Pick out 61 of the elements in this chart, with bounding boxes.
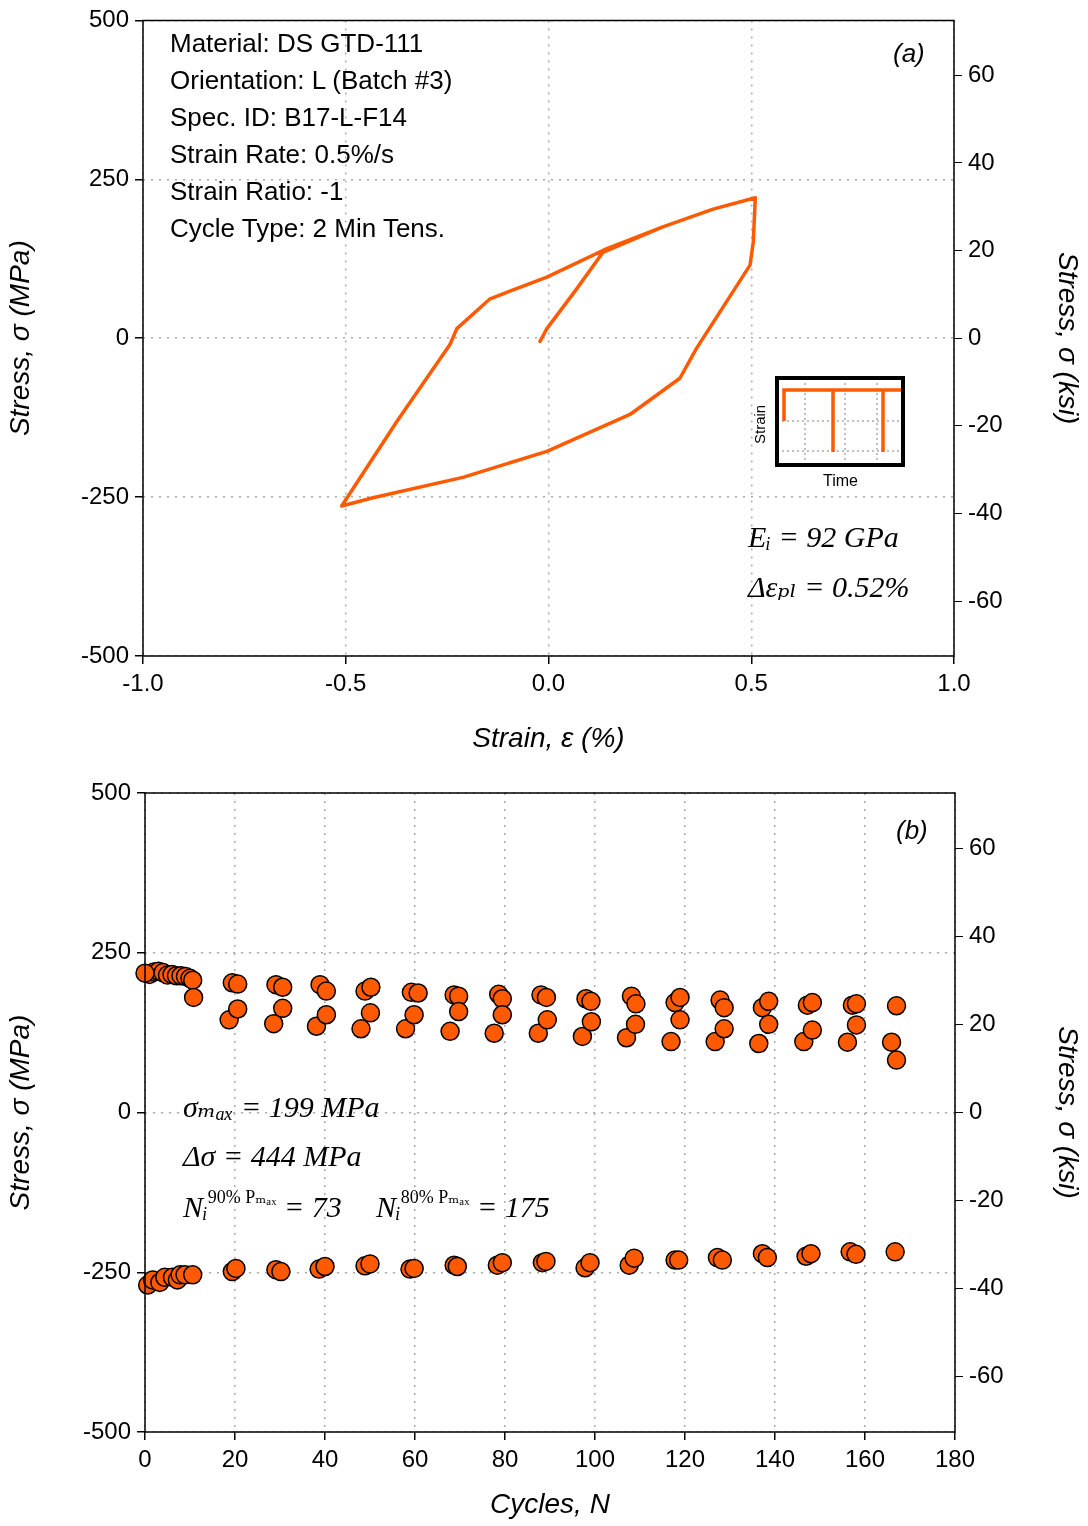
annotation: Δεₚₗ = 0.52%	[748, 570, 910, 603]
y2-tick-label: 0	[969, 1097, 983, 1125]
annotation: Strain Rate: 0.5%/s	[170, 139, 394, 169]
y2-axis-title: Stress, σ (ksi)	[1053, 1026, 1085, 1199]
y-tick-label: 250	[88, 163, 129, 191]
x-tick-label: 160	[844, 1445, 886, 1473]
y2-tick-label: 0	[968, 322, 982, 350]
x-axis-title: Cycles, N	[490, 1488, 611, 1519]
annotation: (b)	[896, 815, 928, 845]
x-tick-label: 180	[934, 1445, 976, 1473]
annotation: Δσ = 444 MPa	[183, 1139, 362, 1172]
y-tick-label: 250	[90, 937, 131, 965]
y-tick-label: 0	[117, 1097, 131, 1125]
annotation: Eᵢ = 92 GPa	[748, 520, 899, 553]
y2-tick-label: -20	[968, 410, 1003, 438]
x-tick-label: 140	[754, 1445, 796, 1473]
x-tick-label: 0	[138, 1445, 152, 1473]
x-tick-label: 20	[221, 1445, 249, 1473]
y2-tick-label: -40	[968, 498, 1003, 526]
y-tick-label: -250	[82, 1256, 131, 1284]
annotation: Strain	[751, 404, 768, 444]
x-tick-label: -0.5	[325, 669, 367, 697]
y2-tick-label: -20	[969, 1185, 1004, 1213]
y-axis-title: Stress, σ (MPa)	[3, 1014, 35, 1211]
annotation: (a)	[893, 38, 925, 68]
x-tick-label: 0.0	[531, 669, 566, 697]
annotation: Nᵢ$^{90% Pₘₐₓ}$ = 73	[183, 1187, 342, 1224]
y-tick-label: -500	[82, 1416, 131, 1444]
y-tick-label: 500	[88, 5, 129, 33]
annotation: Material: DS GTD-111	[170, 28, 424, 58]
x-axis-title: Strain, ε (%)	[472, 722, 625, 753]
annotation: σₘₐₓ = 199 MPa	[183, 1090, 380, 1123]
x-tick-label: -1.0	[122, 669, 164, 697]
annotation: Strain Ratio: -1	[170, 176, 344, 206]
y-tick-label: 500	[90, 777, 131, 805]
x-tick-label: 40	[311, 1445, 339, 1473]
x-tick-label: 120	[664, 1445, 706, 1473]
y2-tick-label: 60	[968, 59, 995, 87]
x-tick-label: 1.0	[937, 669, 971, 697]
y2-tick-label: 20	[968, 235, 995, 263]
y-tick-label: 0	[115, 322, 129, 350]
annotation: Spec. ID: B17-L-F14	[170, 102, 407, 132]
y2-tick-label: 40	[968, 147, 995, 175]
y2-axis-title: Stress, σ (ksi)	[1053, 251, 1085, 425]
y2-tick-label: 40	[969, 920, 996, 948]
annotation: Time	[823, 472, 858, 489]
y2-tick-label: -40	[969, 1273, 1004, 1301]
x-tick-label: 0.5	[734, 669, 768, 697]
x-tick-label: 80	[491, 1445, 519, 1473]
y-tick-label: -250	[80, 481, 129, 509]
annotation: Cycle Type: 2 Min Tens.	[170, 213, 446, 243]
y2-tick-label: 20	[969, 1009, 996, 1037]
x-tick-label: 100	[574, 1445, 616, 1473]
y2-tick-label: -60	[969, 1361, 1004, 1389]
x-tick-label: 60	[401, 1445, 429, 1473]
y-tick-label: -500	[80, 640, 129, 668]
annotation: Nᵢ$^{80% Pₘₐₓ}$ = 175	[376, 1187, 550, 1224]
y2-tick-label: 60	[969, 832, 996, 860]
y-axis-title: Stress, σ (MPa)	[3, 240, 35, 437]
annotation: Orientation: L (Batch #3)	[170, 65, 453, 95]
y2-tick-label: -60	[968, 585, 1003, 613]
